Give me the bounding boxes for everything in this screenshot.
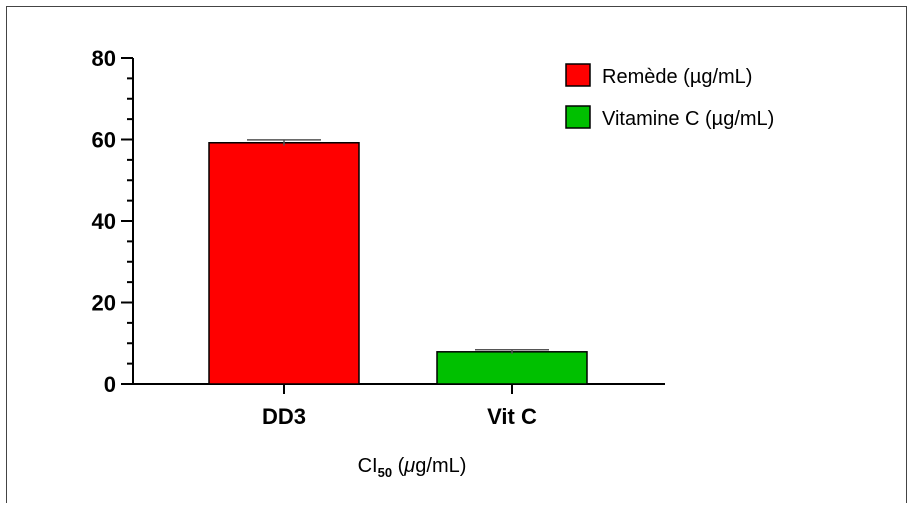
- legend-swatch: [565, 105, 591, 129]
- legend: Remède (µg/mL) Vitamine C (µg/mL): [565, 63, 774, 130]
- figure-frame: [6, 6, 907, 503]
- x-axis-title-mu: μ: [403, 455, 415, 477]
- x-axis-title: CI50 (μg/mL): [358, 455, 467, 480]
- y-tick-label: 60: [92, 128, 116, 153]
- y-tick-label: 0: [104, 372, 116, 397]
- y-tick-label: 20: [92, 291, 116, 316]
- x-axis: DD3 Vit C: [133, 383, 665, 429]
- legend-label: Remède (µg/mL): [602, 66, 752, 88]
- y-axis: 0 20 40 60 80: [92, 46, 134, 397]
- legend-swatch: [565, 63, 591, 87]
- x-axis-title-subscript: 50: [378, 465, 392, 480]
- x-tick-label: DD3: [262, 404, 306, 429]
- x-tick-label: Vit C: [487, 404, 537, 429]
- legend-label: Vitamine C (µg/mL): [602, 108, 774, 130]
- bar-vit-c: [436, 351, 588, 385]
- x-axis-title-unit: g/mL): [415, 455, 466, 477]
- x-axis-title-main: CI: [358, 455, 378, 477]
- y-tick-label: 40: [92, 209, 116, 234]
- y-tick-label: 80: [92, 46, 116, 71]
- bar-dd3: [208, 142, 360, 385]
- x-axis-title-paren: (: [392, 455, 405, 477]
- bars: [208, 139, 588, 385]
